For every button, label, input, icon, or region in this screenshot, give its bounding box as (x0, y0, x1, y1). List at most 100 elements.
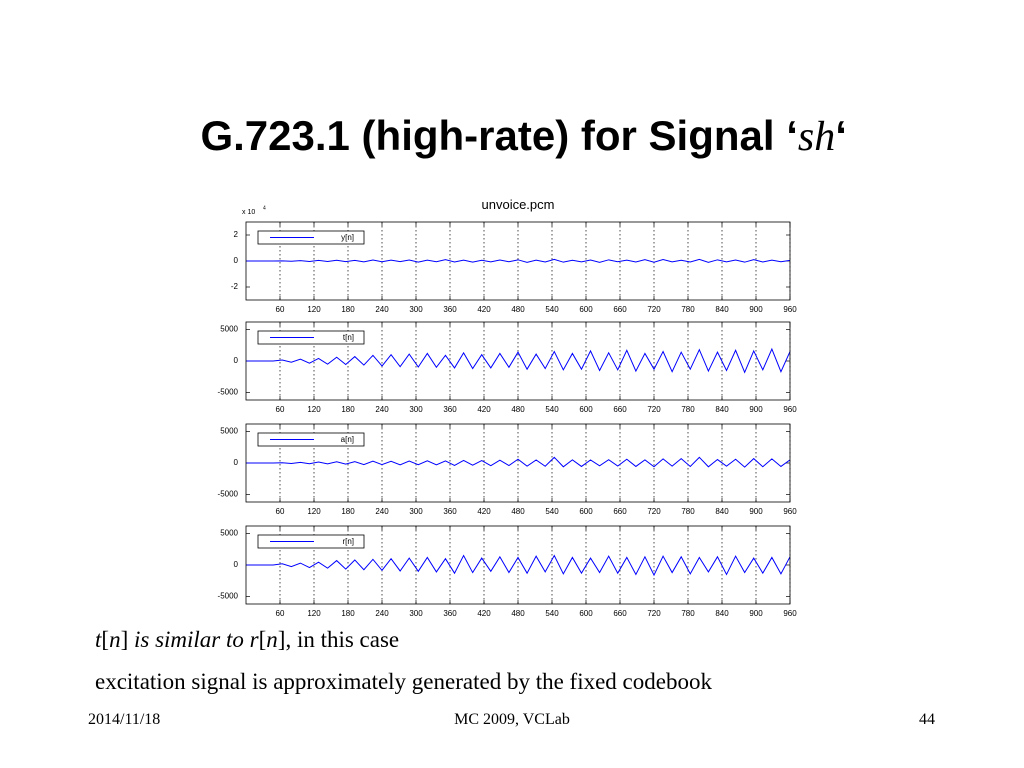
x-tick-label: 660 (613, 405, 627, 414)
x-tick-label: 360 (443, 609, 457, 618)
x-tick-label: 720 (647, 305, 661, 314)
x-tick-label: 540 (545, 609, 559, 618)
chart-title: unvoice.pcm (482, 197, 555, 212)
x-tick-label: 720 (647, 609, 661, 618)
x-tick-label: 900 (749, 507, 763, 516)
x-tick-label: 720 (647, 405, 661, 414)
body-text: n (266, 627, 278, 652)
x-tick-label: 60 (276, 507, 285, 516)
x-tick-label: 660 (613, 609, 627, 618)
x-tick-label: 300 (409, 507, 423, 516)
x-tick-label: 420 (477, 305, 491, 314)
x-tick-label: 900 (749, 609, 763, 618)
x-tick-label: 420 (477, 609, 491, 618)
signal-line (246, 347, 791, 374)
x-tick-label: 360 (443, 305, 457, 314)
x-tick-label: 540 (545, 405, 559, 414)
x-tick-label: 780 (681, 405, 695, 414)
x-tick-label: 360 (443, 405, 457, 414)
plot-frame (245, 221, 791, 301)
x-tick-label: 180 (341, 609, 355, 618)
body-text: excitation signal is approximately gener… (95, 669, 712, 694)
x-tick-label: 960 (783, 305, 797, 314)
body-text: n (109, 627, 121, 652)
x-tick-label: 360 (443, 507, 457, 516)
title-italic: sh (798, 114, 835, 160)
x-tick-label: 540 (545, 305, 559, 314)
x-tick-label: 120 (307, 507, 321, 516)
signal-line (246, 258, 791, 263)
body-text: t (95, 627, 102, 652)
x-tick-label: 900 (749, 405, 763, 414)
legend-label: a[n] (341, 435, 354, 444)
title-text: G.723.1 (high-rate) for Signal ‘ (200, 112, 797, 159)
x-tick-label: 960 (783, 405, 797, 414)
y-tick-label: -5000 (218, 388, 239, 397)
body-text: ] (121, 627, 134, 652)
x-tick-label: 660 (613, 507, 627, 516)
x-tick-label: 780 (681, 305, 695, 314)
y-tick-label: -2 (231, 282, 239, 291)
x-tick-label: 420 (477, 507, 491, 516)
y-tick-label: 0 (234, 356, 239, 365)
y-tick-label: 0 (234, 458, 239, 467)
slide-title: G.723.1 (high-rate) for Signal ‘sh‘ (142, 112, 882, 160)
title-text: ‘ (835, 112, 847, 159)
plot-frame (245, 423, 791, 503)
footer-date: 2014/11/18 (88, 711, 160, 728)
x-tick-label: 780 (681, 609, 695, 618)
x-tick-label: 780 (681, 507, 695, 516)
legend-label: y[n] (341, 233, 354, 242)
body-text: [ (101, 627, 109, 652)
body-text: ], in this case (278, 627, 399, 652)
x-tick-label: 840 (715, 609, 729, 618)
y-tick-label: 0 (234, 256, 239, 265)
y-tick-label: 2 (234, 230, 239, 239)
y-tick-label: -5000 (218, 490, 239, 499)
y-multiplier-exp: 4 (263, 205, 266, 211)
body-text: r (250, 627, 260, 652)
x-tick-label: 60 (276, 609, 285, 618)
x-tick-label: 240 (375, 405, 389, 414)
y-tick-label: -5000 (218, 592, 239, 601)
x-tick-label: 960 (783, 609, 797, 618)
x-tick-label: 840 (715, 507, 729, 516)
x-tick-label: 600 (579, 405, 593, 414)
x-tick-label: 600 (579, 609, 593, 618)
y-multiplier: x 10 (242, 209, 255, 216)
x-tick-label: 600 (579, 305, 593, 314)
x-tick-label: 480 (511, 405, 525, 414)
x-tick-label: 240 (375, 507, 389, 516)
x-tick-label: 120 (307, 305, 321, 314)
body-line: t[n] is similar to r[n], in this case (95, 627, 399, 652)
body-text: [ (259, 627, 267, 652)
x-tick-label: 660 (613, 305, 627, 314)
x-tick-label: 60 (276, 405, 285, 414)
y-tick-label: 5000 (220, 427, 238, 436)
x-tick-label: 180 (341, 305, 355, 314)
x-tick-label: 720 (647, 507, 661, 516)
x-tick-label: 180 (341, 507, 355, 516)
x-tick-label: 900 (749, 305, 763, 314)
x-tick-label: 60 (276, 305, 285, 314)
x-tick-label: 300 (409, 405, 423, 414)
x-tick-label: 960 (783, 507, 797, 516)
x-tick-label: 840 (715, 305, 729, 314)
y-tick-label: 5000 (220, 325, 238, 334)
x-tick-label: 120 (307, 405, 321, 414)
x-tick-label: 600 (579, 507, 593, 516)
x-tick-label: 180 (341, 405, 355, 414)
x-tick-label: 240 (375, 609, 389, 618)
signal-line (246, 554, 791, 577)
x-tick-label: 240 (375, 305, 389, 314)
plot-frame (245, 525, 791, 605)
x-tick-label: 480 (511, 507, 525, 516)
x-tick-label: 540 (545, 507, 559, 516)
x-tick-label: 480 (511, 609, 525, 618)
y-tick-label: 0 (234, 560, 239, 569)
x-tick-label: 300 (409, 609, 423, 618)
x-tick-label: 420 (477, 405, 491, 414)
signal-line (246, 456, 791, 468)
footer-page: 44 (919, 711, 935, 728)
legend-label: t[n] (343, 333, 354, 342)
